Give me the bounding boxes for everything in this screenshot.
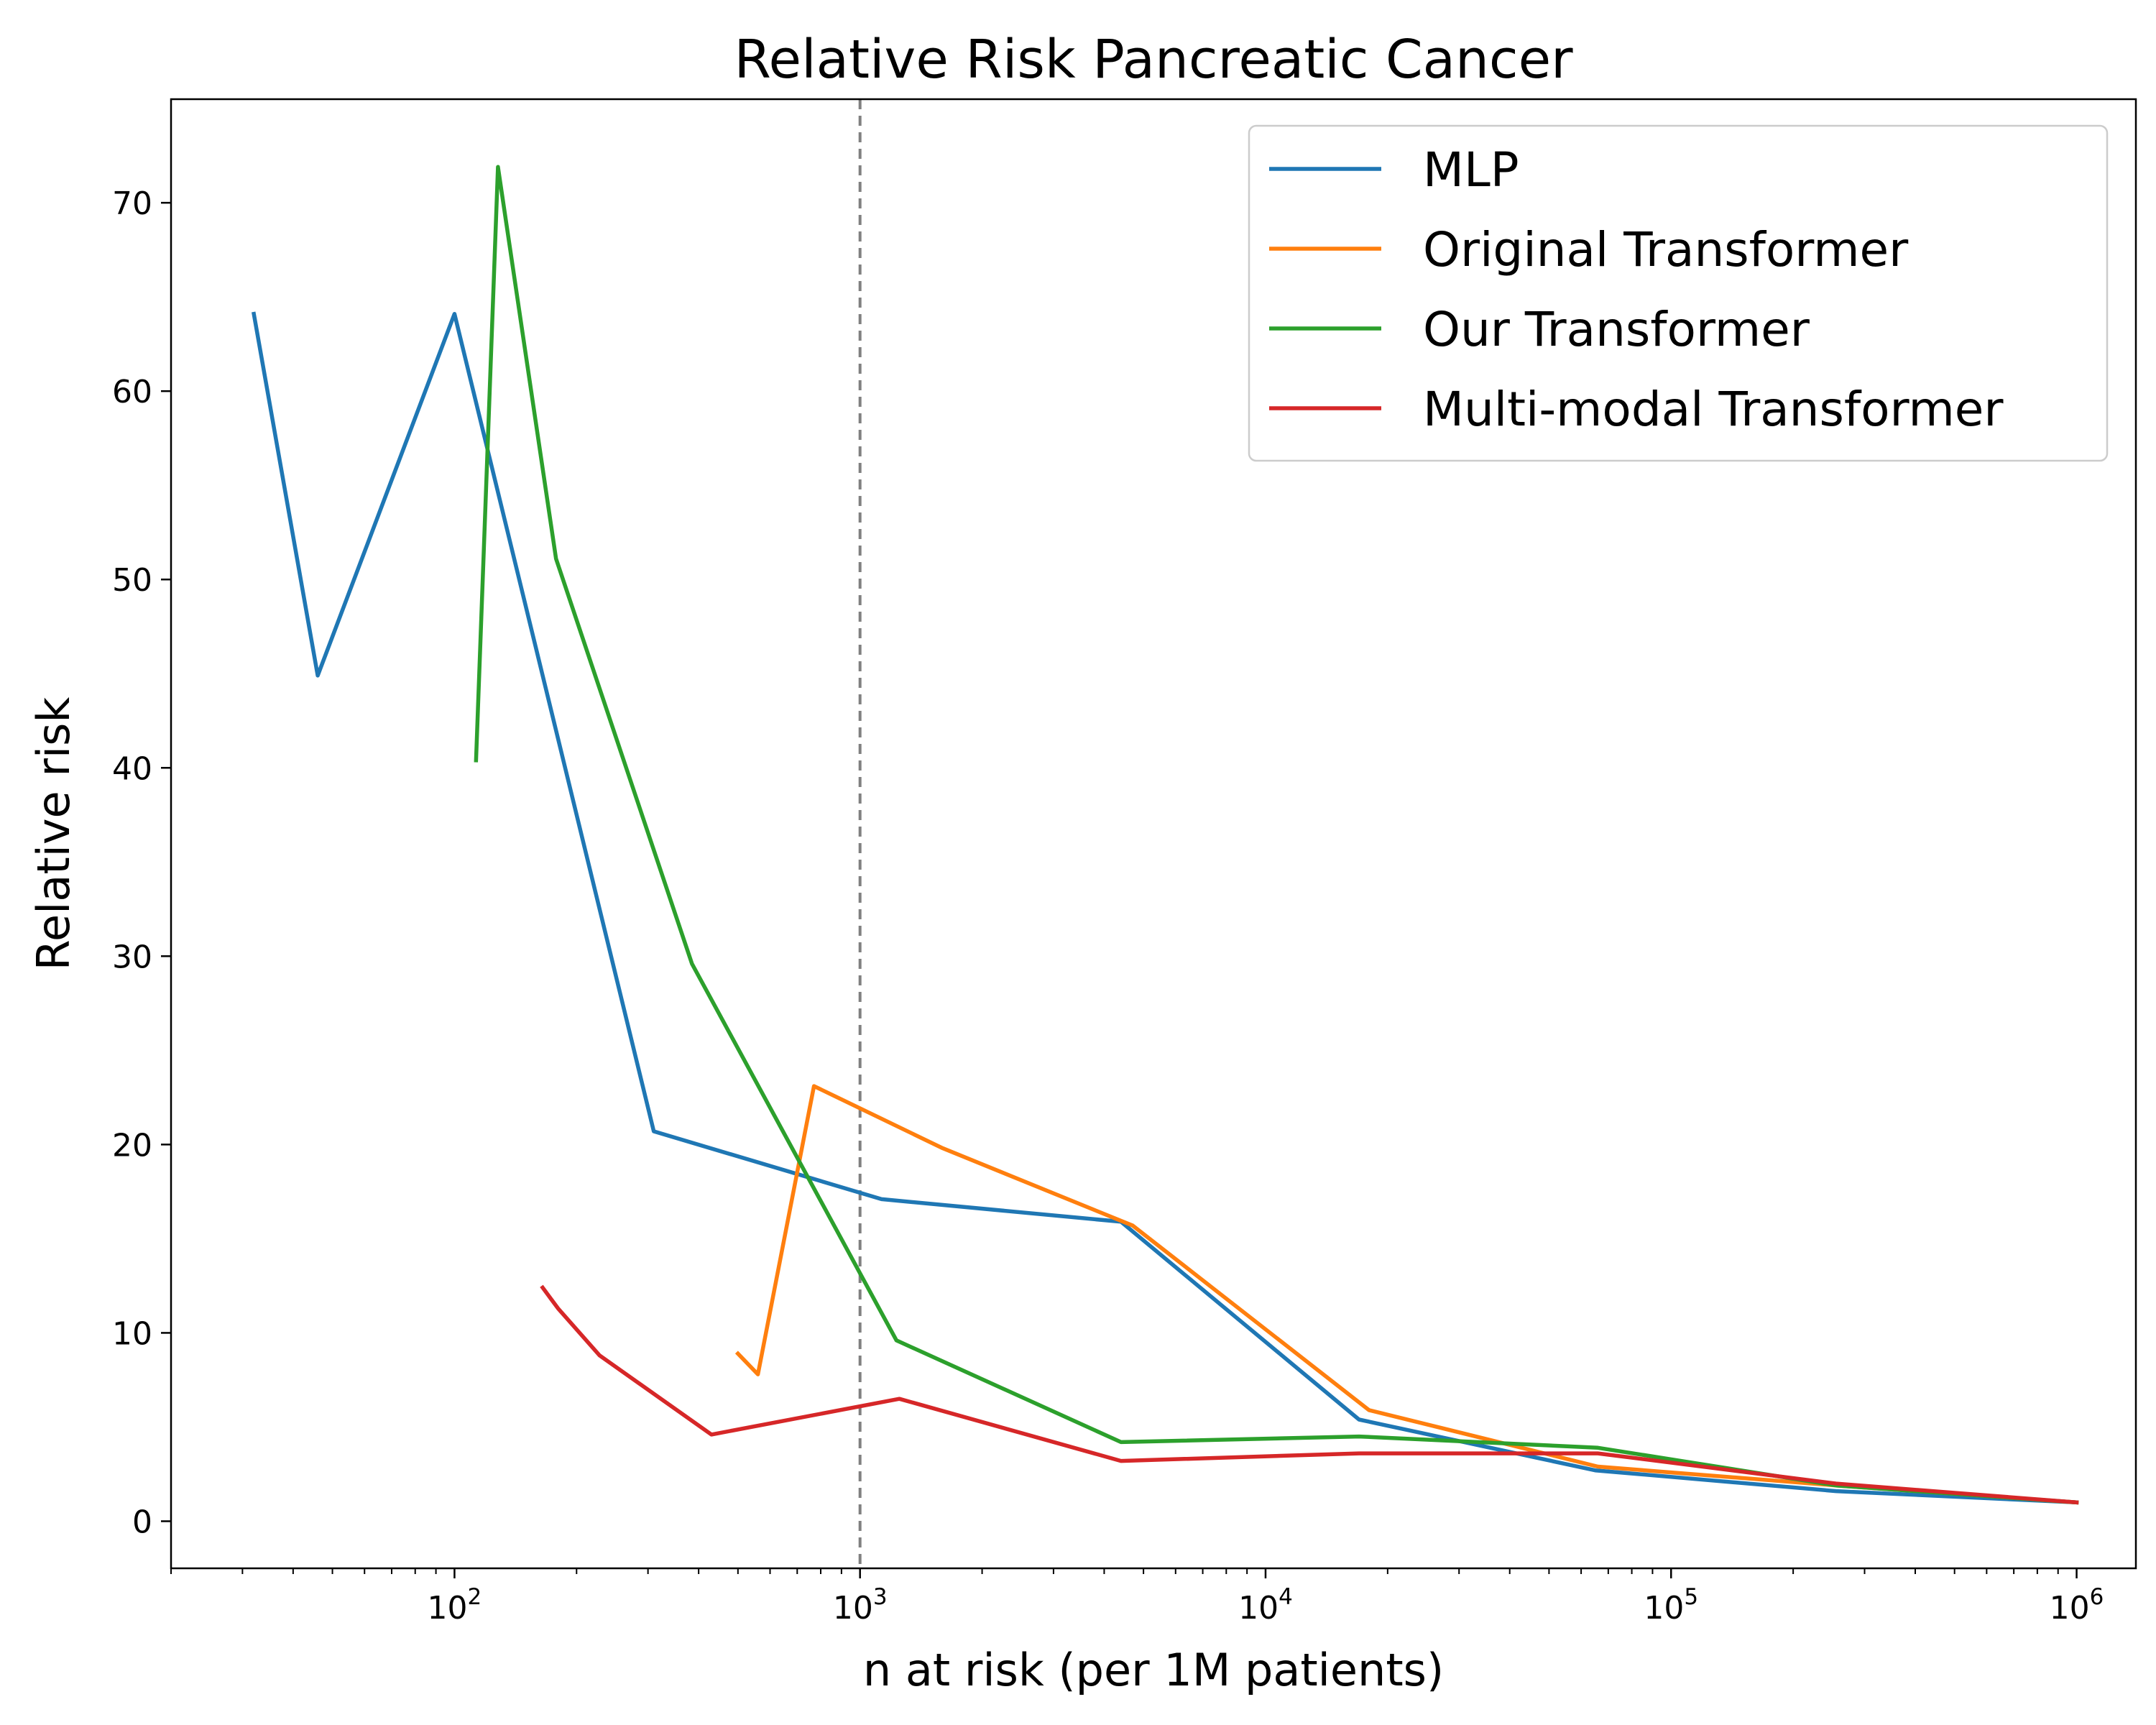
y-tick-label: 40	[112, 750, 152, 787]
legend-label-3: Multi-modal Transformer	[1423, 382, 2004, 437]
legend: MLP Original Transformer Our Transformer Mu…	[1248, 124, 2109, 462]
x-axis-label: n at risk (per 1M patients)	[863, 1644, 1444, 1696]
legend-label-2: Our Transformer	[1423, 302, 1810, 357]
x-tick-label: 106	[2050, 1584, 2104, 1627]
series-line-3	[540, 1284, 2079, 1505]
y-axis-label: Relative risk	[27, 697, 80, 971]
x-tick-label: 105	[1644, 1584, 1698, 1627]
x-tick-label: 103	[833, 1584, 888, 1627]
y-tick-label: 0	[132, 1504, 152, 1540]
y-tick-label: 10	[112, 1315, 152, 1352]
chart-title: Relative Risk Pancreatic Cancer	[734, 29, 1573, 91]
y-tick-label: 60	[112, 374, 152, 410]
series-line-0	[252, 311, 2079, 1505]
y-tick-label: 50	[112, 562, 152, 599]
y-tick-label: 30	[112, 939, 152, 975]
legend-label-1: Original Transformer	[1423, 222, 1909, 277]
y-tick-label: 70	[112, 185, 152, 222]
series-line-1	[734, 1084, 2079, 1505]
legend-label-0: MLP	[1423, 142, 1519, 198]
x-tick-label: 102	[428, 1584, 482, 1627]
x-tick-label: 104	[1238, 1584, 1293, 1627]
y-tick-label: 20	[112, 1127, 152, 1164]
plot-frame	[170, 98, 2137, 1570]
legend-box	[1248, 124, 2109, 462]
